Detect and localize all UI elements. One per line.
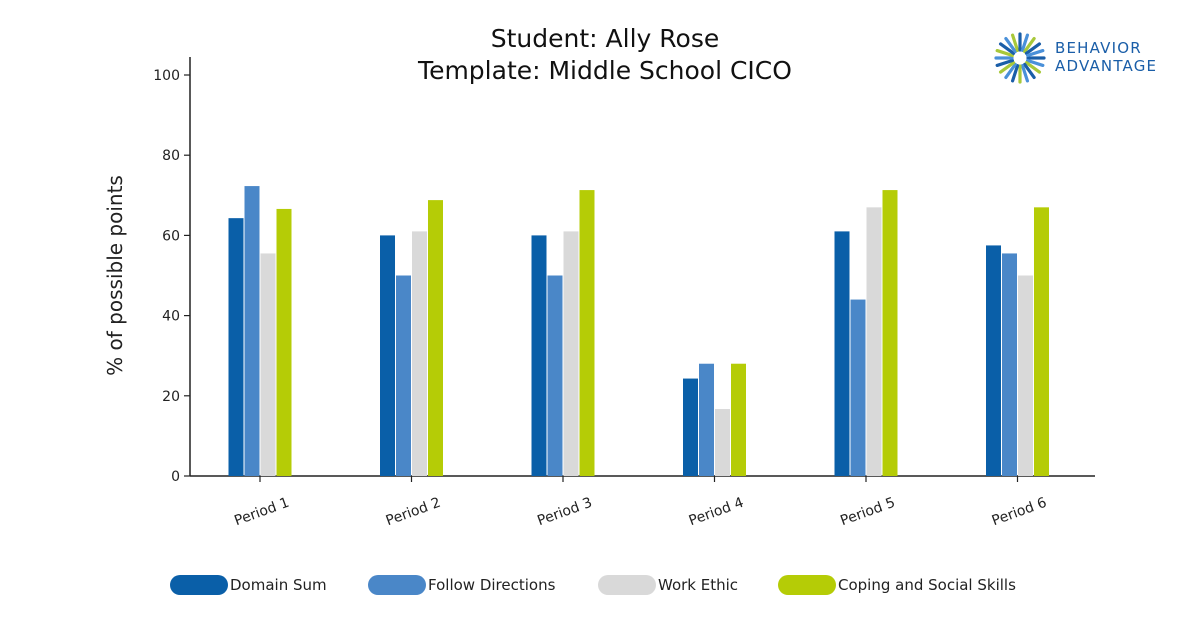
x-tick-label: Period 5 — [838, 495, 897, 530]
bar — [715, 409, 730, 476]
bar — [986, 245, 1001, 476]
bar — [412, 231, 427, 476]
logo-ray — [1020, 64, 1030, 83]
bar — [882, 190, 898, 476]
chart-title-student: Student: Ally Rose — [490, 24, 720, 53]
logo-ray — [1004, 36, 1017, 54]
y-axis-label: % of possible points — [103, 175, 127, 376]
behavior-advantage-logo: BEHAVIOR ADVANTAGE — [990, 28, 1170, 88]
bar — [428, 200, 443, 476]
bar — [579, 190, 595, 476]
logo-ray — [995, 48, 1014, 58]
logo-ray — [1023, 36, 1036, 54]
legend-swatch — [368, 575, 426, 595]
bar — [276, 208, 292, 476]
bar-chart: 0 20 40 60 80 100 % of possible points Period 1… — [103, 57, 1095, 530]
bar — [683, 378, 698, 476]
x-tick-label: Period 1 — [232, 495, 291, 530]
chart-title-template: Template: Middle School CICO — [418, 56, 792, 85]
legend-swatch — [778, 575, 836, 595]
logo-ray — [998, 61, 1016, 74]
bar — [531, 235, 547, 476]
bar — [1034, 207, 1049, 476]
y-tick-label: 20 — [162, 389, 180, 405]
legend-swatch — [598, 575, 656, 595]
y-tick-label: 60 — [162, 228, 180, 244]
x-tick-label: Period 2 — [384, 495, 443, 530]
bar — [563, 231, 579, 476]
x-tick-label: Period 6 — [990, 495, 1049, 530]
legend-item: Follow Directions — [368, 573, 555, 597]
bar — [866, 207, 882, 476]
bar — [850, 299, 866, 476]
y-tick-label: 100 — [153, 68, 180, 84]
legend-label: Coping and Social Skills — [838, 576, 1016, 594]
legend-label: Domain Sum — [230, 576, 327, 594]
x-tick-label: Period 3 — [535, 495, 594, 530]
logo-ray — [1020, 33, 1030, 52]
y-tick-label: 80 — [162, 148, 180, 164]
legend-swatch — [170, 575, 228, 595]
logo-ray — [995, 58, 1014, 68]
starburst-logo-icon — [994, 32, 1046, 84]
logo-text-line1: BEHAVIOR — [1055, 39, 1142, 57]
x-tick-label: Period 4 — [687, 495, 746, 530]
bar — [547, 275, 563, 476]
bar — [1018, 275, 1033, 476]
logo-ray — [1024, 61, 1042, 74]
bar — [731, 363, 746, 476]
logo-text-line2: ADVANTAGE — [1055, 57, 1158, 75]
bar — [1002, 253, 1017, 476]
logo-ray — [1026, 58, 1045, 68]
legend-item: Coping and Social Skills — [778, 573, 1016, 597]
bar — [380, 235, 395, 476]
y-tick-label: 0 — [171, 469, 180, 485]
legend-label: Work Ethic — [658, 576, 739, 594]
legend-label: Follow Directions — [428, 576, 556, 594]
bar — [834, 231, 850, 476]
bar — [260, 253, 276, 476]
logo-ray — [1026, 48, 1045, 58]
bar — [228, 218, 244, 477]
bar — [244, 186, 260, 476]
y-tick-label: 40 — [162, 309, 180, 325]
bar — [699, 363, 714, 476]
logo-ray — [1023, 62, 1036, 80]
logo-ray — [1004, 62, 1017, 80]
logo-ray — [1010, 33, 1020, 52]
legend-item: Domain Sum — [170, 573, 327, 597]
logo-ray — [998, 42, 1016, 55]
logo-ray — [1024, 42, 1042, 55]
legend-item: Work Ethic — [598, 573, 738, 597]
bar — [396, 275, 411, 476]
logo-ray — [1010, 64, 1020, 83]
